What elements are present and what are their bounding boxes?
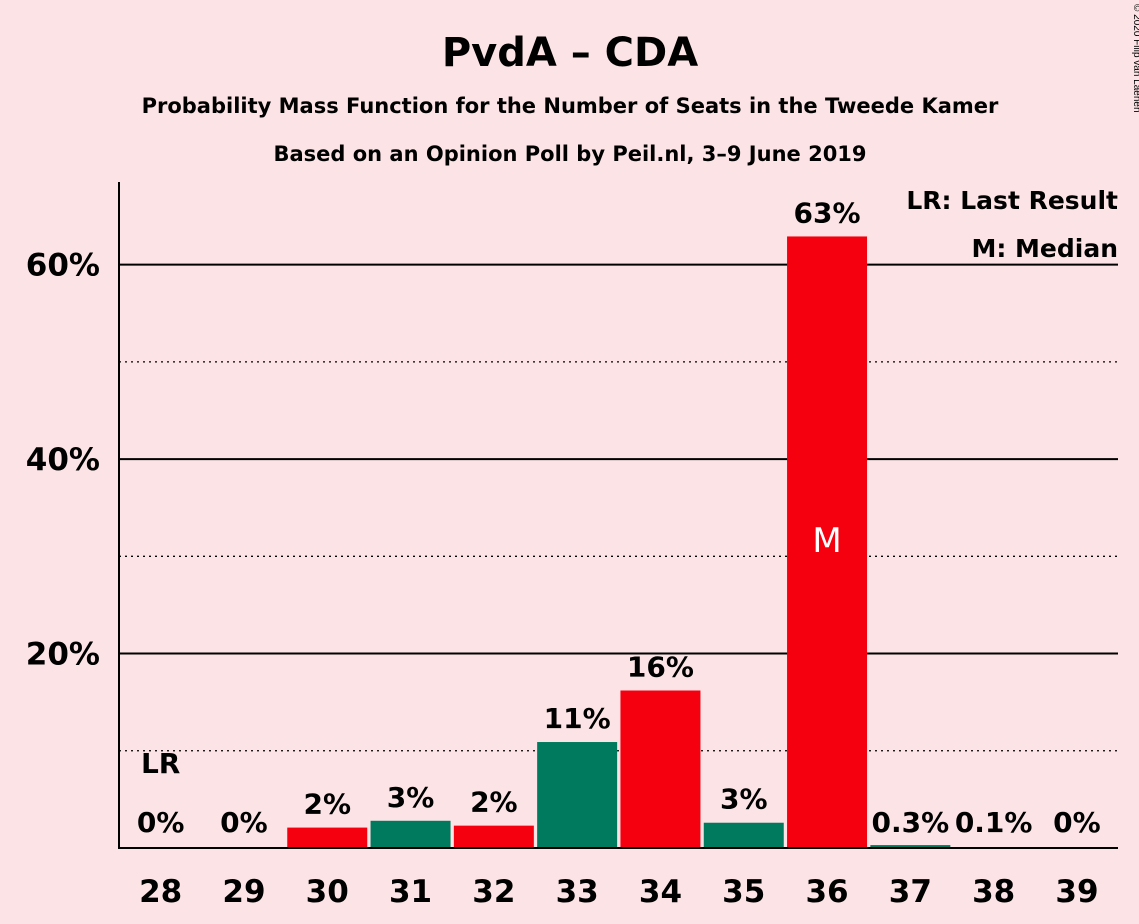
value-label-31: 3% [387,781,435,814]
legend-median: M: Median [971,234,1118,263]
bar-37 [870,845,951,848]
y-tick-labels: 20% 40% 60% [26,248,100,673]
value-label-29: 0% [220,806,268,839]
y-tick-label: 40% [26,442,100,478]
chart-subtitle: Probability Mass Function for the Number… [142,94,999,118]
value-labels: 0% LR 0% 2% 3% 2% 11% 16% 3% 63% M 0.3% 0.1% 0% [137,196,1101,839]
x-tick-37: 37 [889,874,932,910]
x-tick-30: 30 [306,874,349,910]
x-tick-34: 34 [639,874,682,910]
x-tick-29: 29 [222,874,265,910]
bar-30 [287,827,368,848]
value-label-32: 2% [470,786,518,819]
x-tick-33: 33 [556,874,599,910]
x-tick-31: 31 [389,874,432,910]
value-label-30: 2% [303,788,351,821]
x-tick-35: 35 [722,874,765,910]
legend-last-result: LR: Last Result [906,186,1118,215]
x-tick-28: 28 [139,874,182,910]
bar-32 [453,825,534,848]
y-tick-label: 60% [26,248,100,284]
gridlines [119,263,1118,752]
median-marker: M [812,521,841,561]
last-result-marker: LR [141,747,180,780]
bar-33 [537,742,618,848]
value-label-28: 0% [137,806,185,839]
x-tick-39: 39 [1055,874,1098,910]
value-label-37: 0.3% [872,806,950,839]
bar-36 [787,236,868,848]
chart-title: PvdA – CDA [442,30,698,76]
copyright-note: © 2020 Filip van Laenen [1131,4,1139,113]
x-tick-36: 36 [805,874,848,910]
value-label-38: 0.1% [955,806,1033,839]
bar-31 [370,820,451,848]
value-label-39: 0% [1053,806,1101,839]
chart-subtitle-poll: Based on an Opinion Poll by Peil.nl, 3–9… [273,142,866,166]
x-tick-32: 32 [472,874,515,910]
bar-34 [620,690,701,848]
value-label-34: 16% [627,650,694,683]
value-label-33: 11% [544,702,611,735]
bars [287,236,1034,848]
bar-35 [703,822,784,848]
x-tick-38: 38 [972,874,1015,910]
value-label-35: 3% [720,783,768,816]
y-tick-label: 20% [26,637,100,673]
x-tick-labels: 28 29 30 31 32 33 34 35 36 37 38 39 [139,874,1098,910]
value-label-36: 63% [794,196,861,229]
